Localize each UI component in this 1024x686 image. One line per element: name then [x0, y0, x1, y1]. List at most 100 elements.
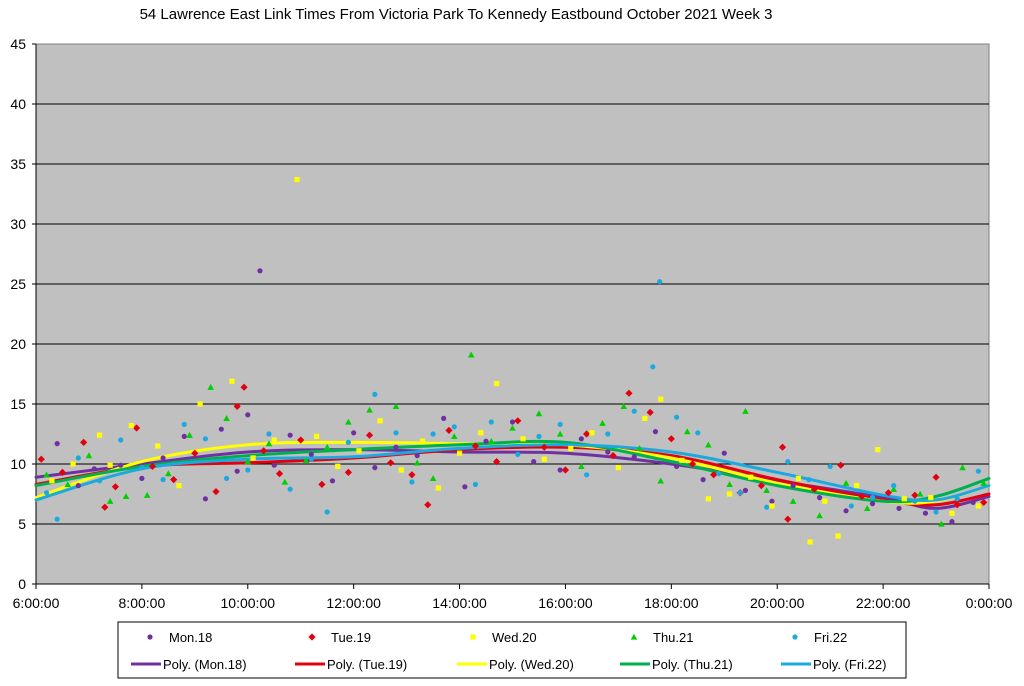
x-tick-label: 16:00:00 — [538, 595, 593, 611]
legend-label: Poly. (Fri.22) — [813, 657, 886, 672]
legend-label: Thu.21 — [653, 630, 693, 645]
data-point — [954, 496, 960, 502]
data-point — [393, 444, 399, 450]
data-point — [49, 478, 55, 484]
data-point — [212, 488, 220, 496]
legend-entry: Poly. (Wed.20) — [457, 657, 574, 672]
legend-entry: Fri.22 — [792, 630, 847, 645]
data-point — [308, 451, 314, 457]
data-point — [884, 489, 893, 497]
data-point — [245, 467, 251, 473]
data-point — [318, 480, 326, 488]
data-point — [266, 431, 272, 437]
data-point — [705, 496, 711, 502]
data-point — [515, 451, 521, 457]
data-point — [785, 459, 791, 465]
data-point — [657, 477, 665, 484]
data-point — [132, 424, 141, 432]
data-point — [160, 455, 166, 461]
y-tick-label: 20 — [10, 336, 26, 352]
data-point — [854, 483, 860, 489]
plot-area — [35, 43, 990, 585]
data-point — [472, 481, 479, 487]
data-point — [118, 437, 124, 443]
data-point — [933, 509, 939, 515]
data-point — [848, 503, 854, 509]
data-point — [372, 465, 378, 471]
data-point — [413, 459, 421, 466]
data-point — [695, 430, 701, 436]
data-point — [875, 447, 881, 453]
data-point — [716, 471, 722, 477]
data-point — [191, 449, 199, 457]
data-point — [763, 487, 770, 494]
trend-line — [34, 443, 991, 503]
y-tick-label: 25 — [10, 276, 26, 292]
data-point — [726, 491, 733, 497]
data-point — [514, 417, 522, 425]
data-point — [822, 498, 828, 504]
data-point — [520, 436, 526, 442]
data-point — [652, 429, 659, 435]
data-point — [837, 461, 845, 469]
data-point — [620, 403, 627, 410]
y-tick-label: 45 — [10, 36, 26, 52]
x-tick-label: 18:00:00 — [644, 595, 699, 611]
data-point — [959, 464, 966, 471]
data-point — [234, 468, 240, 474]
legend-entry: Thu.21 — [630, 630, 693, 645]
legend-entry: Poly. (Fri.22) — [781, 657, 886, 672]
data-point — [980, 498, 988, 506]
data-point — [949, 519, 955, 525]
data-point — [970, 499, 976, 505]
legend-marker — [308, 633, 316, 641]
x-axis: 6:00:00 8:00:00 10:00:00 12:00:00 14:00:00 16… — [13, 583, 1013, 611]
y-tick-label: 35 — [10, 156, 26, 172]
data-point — [858, 492, 866, 500]
data-point — [85, 452, 93, 459]
y-tick-label: 0 — [18, 576, 26, 592]
data-point — [816, 495, 823, 501]
data-point — [674, 414, 680, 420]
data-point — [509, 419, 516, 425]
data-point — [646, 408, 654, 416]
trend-line — [34, 448, 991, 510]
data-point — [430, 431, 436, 437]
data-point — [807, 539, 813, 545]
data-point — [70, 461, 76, 467]
data-point — [509, 424, 516, 431]
x-tick-label: 12:00:00 — [326, 595, 381, 611]
data-point — [642, 415, 648, 421]
data-point — [605, 449, 611, 455]
data-point — [742, 407, 749, 414]
y-tick-label: 15 — [10, 396, 26, 412]
data-point — [101, 503, 109, 511]
data-point — [922, 510, 929, 516]
data-point — [409, 479, 415, 485]
legend-label: Poly. (Mon.18) — [163, 657, 247, 672]
data-point — [128, 423, 134, 429]
data-point — [393, 430, 399, 436]
data-point — [202, 496, 209, 502]
data-point — [181, 421, 187, 427]
data-point — [561, 466, 570, 474]
data-point — [323, 443, 331, 450]
data-point — [366, 406, 373, 413]
legend-entry: Wed.20 — [470, 630, 537, 645]
data-point — [980, 479, 988, 486]
data-point — [790, 483, 796, 489]
data-point — [271, 437, 277, 443]
data-point — [541, 456, 547, 462]
data-point — [932, 473, 940, 481]
data-point — [975, 468, 982, 474]
data-point — [705, 441, 712, 448]
data-point — [260, 447, 268, 455]
data-point — [450, 433, 458, 440]
data-point — [494, 381, 500, 387]
data-point — [556, 430, 564, 437]
data-point — [75, 455, 81, 461]
data-point — [488, 437, 495, 444]
data-point — [912, 498, 918, 504]
legend-entry: Tue.19 — [308, 630, 371, 645]
data-point — [584, 472, 590, 478]
